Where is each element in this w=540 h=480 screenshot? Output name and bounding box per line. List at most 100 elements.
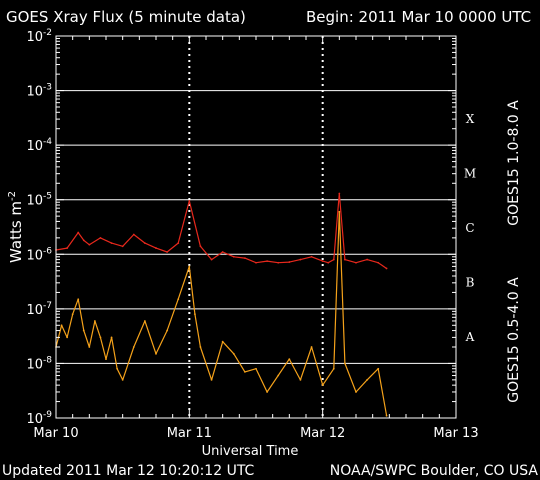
data-point-long-channel xyxy=(366,258,369,261)
y-tick-base: 10 xyxy=(26,248,43,263)
data-point-long-channel xyxy=(343,258,346,261)
data-point-short-channel xyxy=(277,374,280,377)
data-point-short-channel xyxy=(355,391,357,393)
data-point-short-channel xyxy=(299,378,302,381)
data-point-short-channel xyxy=(132,346,135,348)
y-tick-label: 10-4 xyxy=(26,137,52,154)
data-point-long-channel xyxy=(177,242,180,245)
updated-timestamp: Updated 2011 Mar 12 10:20:12 UTC xyxy=(2,463,255,479)
data-point-short-channel xyxy=(155,352,157,355)
series-line-long-channel xyxy=(55,192,387,269)
data-point-short-channel xyxy=(193,313,196,316)
data-point-short-channel xyxy=(210,378,213,381)
data-point-long-channel xyxy=(221,251,224,253)
data-point-short-channel xyxy=(166,329,169,332)
data-point-long-channel xyxy=(355,261,357,264)
y-tick-label: 10-8 xyxy=(26,355,52,372)
series-layer xyxy=(55,192,388,417)
y-tick-exponent: -4 xyxy=(43,137,52,147)
data-point-short-channel xyxy=(377,367,380,370)
data-point-long-channel xyxy=(299,258,302,261)
x-axis-label: Universal Time xyxy=(202,444,299,459)
y-tick-exponent: -9 xyxy=(43,410,52,420)
series-line-short-channel xyxy=(55,211,388,416)
y-tick-base: 10 xyxy=(26,194,43,209)
data-point-short-channel xyxy=(116,367,119,370)
grid xyxy=(56,36,456,418)
data-point-short-channel xyxy=(99,336,102,339)
y-tick-base: 10 xyxy=(26,303,43,318)
data-point-short-channel xyxy=(338,210,341,213)
data-point-long-channel xyxy=(199,245,202,248)
flare-class-label: C xyxy=(465,221,474,235)
data-point-long-channel xyxy=(143,242,146,245)
data-point-short-channel xyxy=(199,346,202,348)
data-point-short-channel xyxy=(66,336,69,339)
data-point-long-channel xyxy=(110,242,113,245)
data-point-long-channel xyxy=(266,260,269,263)
y-tick-label: 10-6 xyxy=(26,246,52,263)
x-tick-label: Mar 13 xyxy=(433,426,478,441)
y-tick-exponent: -2 xyxy=(43,28,52,38)
y-tick-label: 10-2 xyxy=(26,28,52,45)
y-tick-exponent: -3 xyxy=(43,83,52,93)
data-point-short-channel xyxy=(385,414,388,417)
data-point-short-channel xyxy=(321,384,324,387)
data-point-long-channel xyxy=(338,192,341,195)
data-point-long-channel xyxy=(321,260,324,263)
data-point-long-channel xyxy=(99,236,102,239)
data-point-long-channel xyxy=(132,233,135,236)
data-point-long-channel xyxy=(155,247,157,249)
y-tick-label: 10-3 xyxy=(26,83,52,100)
data-point-short-channel xyxy=(143,320,146,322)
y-tick-base: 10 xyxy=(26,412,43,427)
y-axis-label: Watts m-2 xyxy=(7,191,25,263)
data-point-short-channel xyxy=(232,352,235,355)
data-point-long-channel xyxy=(232,255,235,258)
y-tick-base: 10 xyxy=(26,357,43,372)
data-point-long-channel xyxy=(277,261,280,264)
data-point-short-channel xyxy=(332,367,335,370)
data-point-long-channel xyxy=(255,261,257,264)
data-point-short-channel xyxy=(188,265,191,268)
data-point-long-channel xyxy=(88,243,91,246)
data-point-short-channel xyxy=(110,336,113,339)
data-point-short-channel xyxy=(82,329,85,332)
data-point-short-channel xyxy=(121,378,124,381)
y-tick-label: 10-5 xyxy=(26,192,52,209)
y-tick-label: 10-9 xyxy=(26,410,52,427)
data-point-long-channel xyxy=(188,200,191,202)
data-point-long-channel xyxy=(166,251,169,253)
data-point-short-channel xyxy=(310,346,313,348)
data-point-short-channel xyxy=(88,346,91,348)
data-point-short-channel xyxy=(243,370,246,373)
flare-class-label: X xyxy=(466,112,475,126)
data-point-short-channel xyxy=(266,391,269,393)
data-point-short-channel xyxy=(221,340,224,343)
data-point-long-channel xyxy=(82,239,85,242)
y-tick-exponent: -8 xyxy=(43,355,52,365)
data-point-long-channel xyxy=(121,245,124,248)
data-point-long-channel xyxy=(385,267,388,270)
data-point-long-channel xyxy=(210,258,213,261)
data-point-short-channel xyxy=(105,358,107,361)
data-point-short-channel xyxy=(71,313,74,316)
flare-class-label: M xyxy=(464,166,476,180)
data-point-long-channel xyxy=(332,258,335,261)
data-point-short-channel xyxy=(255,367,257,370)
flare-class-label: B xyxy=(466,276,475,290)
data-point-short-channel xyxy=(366,378,369,381)
y-tick-base: 10 xyxy=(26,30,43,45)
data-point-long-channel xyxy=(243,257,246,260)
data-point-long-channel xyxy=(377,261,380,264)
data-point-short-channel xyxy=(60,324,63,327)
data-point-short-channel xyxy=(288,358,291,361)
y-tick-base: 10 xyxy=(26,85,43,100)
x-tick-label: Mar 11 xyxy=(167,426,212,441)
data-point-short-channel xyxy=(93,320,96,322)
y-tick-exponent: -5 xyxy=(43,192,52,202)
x-tick-label: Mar 10 xyxy=(33,426,78,441)
data-point-long-channel xyxy=(77,231,80,234)
